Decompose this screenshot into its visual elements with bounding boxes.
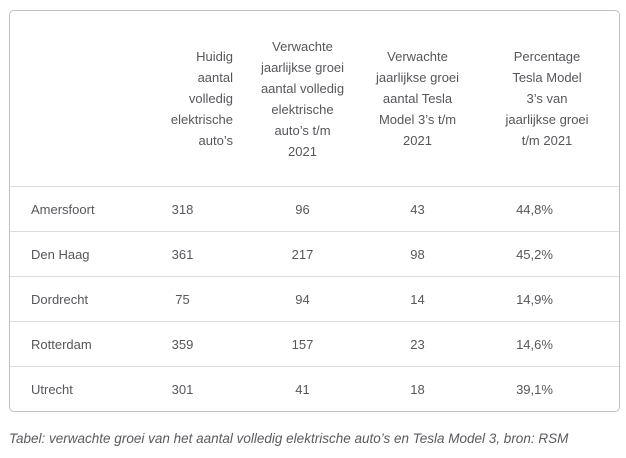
table-cell: 14 <box>360 276 475 321</box>
ev-growth-table: Huidig aantal volledig elektrische auto’… <box>9 10 620 412</box>
column-header-huidig-aantal: Huidig aantal volledig elektrische auto’… <box>170 49 233 148</box>
page: Huidig aantal volledig elektrische auto’… <box>9 10 620 446</box>
column-header-groei-tesla: Verwachte jaarlijkse groei aantal Tesla … <box>375 49 460 148</box>
row-label: Rotterdam <box>10 321 120 366</box>
table-cell: 361 <box>120 231 245 276</box>
row-label: Dordrecht <box>10 276 120 321</box>
table-row-utrecht: Utrecht 301 41 18 39,1% <box>10 366 619 411</box>
column-header-groei-elektrisch: Verwachte jaarlijkse groei aantal volled… <box>260 38 345 159</box>
table-cell: 43 <box>360 186 475 231</box>
row-label: Den Haag <box>10 231 120 276</box>
table-cell: 318 <box>120 186 245 231</box>
table-row-dordrecht: Dordrecht 75 94 14 14,9% <box>10 276 619 321</box>
table-cell: 14,6% <box>475 321 619 366</box>
table-cell: 75 <box>120 276 245 321</box>
table-cell: 98 <box>360 231 475 276</box>
header-row: Huidig aantal volledig elektrische auto’… <box>10 11 619 186</box>
table-cell: 23 <box>360 321 475 366</box>
table-cell: 217 <box>245 231 360 276</box>
table-cell: 41 <box>245 366 360 411</box>
table-cell: 94 <box>245 276 360 321</box>
table-row-rotterdam: Rotterdam 359 157 23 14,6% <box>10 321 619 366</box>
table-cell: 96 <box>245 186 360 231</box>
table-cell: 359 <box>120 321 245 366</box>
row-label: Utrecht <box>10 366 120 411</box>
table-cell: 45,2% <box>475 231 619 276</box>
table-cell: 157 <box>245 321 360 366</box>
row-label: Amersfoort <box>10 186 120 231</box>
table-cell: 44,8% <box>475 186 619 231</box>
table-cell: 39,1% <box>475 366 619 411</box>
table-cell: 14,9% <box>475 276 619 321</box>
table-caption: Tabel: verwachte groei van het aantal vo… <box>9 431 569 446</box>
table-row-amersfoort: Amersfoort 318 96 43 44,8% <box>10 186 619 231</box>
table-cell: 18 <box>360 366 475 411</box>
table-row-den-haag: Den Haag 361 217 98 45,2% <box>10 231 619 276</box>
table-cell: 301 <box>120 366 245 411</box>
column-header-city <box>10 11 120 186</box>
column-header-percentage-tesla: Percentage Tesla Model 3’s van jaarlijks… <box>505 49 589 148</box>
